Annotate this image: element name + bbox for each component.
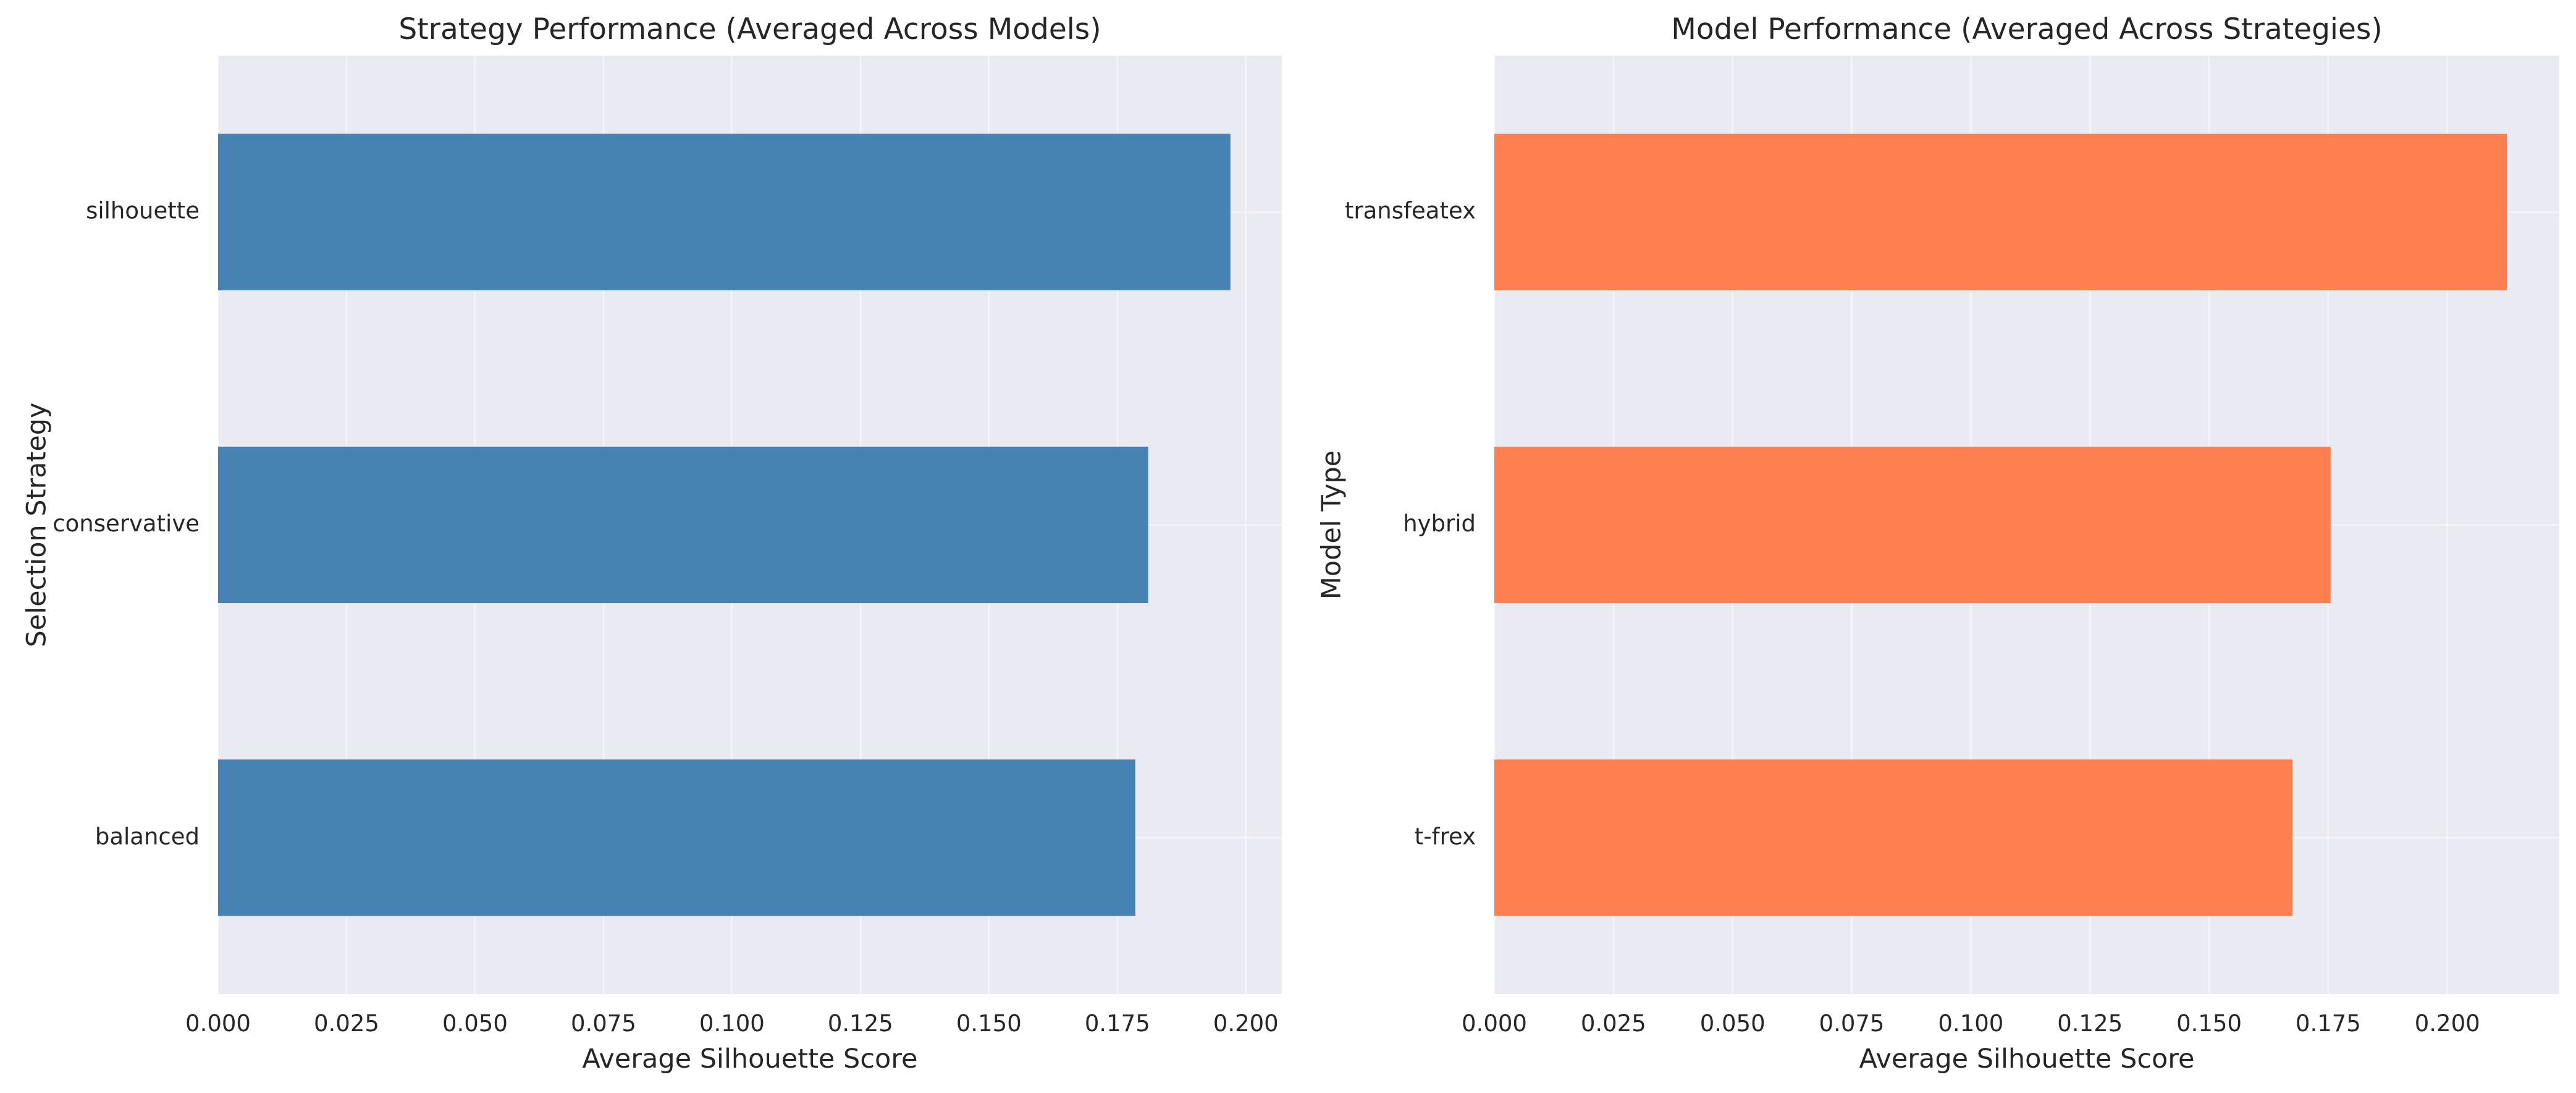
x-tick-label: 0.125	[2057, 1010, 2123, 1037]
bar-t-frex[interactable]	[1494, 759, 2292, 916]
x-tick-label: 0.000	[1462, 1010, 1527, 1037]
x-tick-label: 0.050	[1700, 1010, 1766, 1037]
y-tick-label: silhouette	[86, 198, 200, 224]
y-axis-label: Selection Strategy	[22, 402, 53, 647]
bar-conservative[interactable]	[218, 447, 1148, 603]
x-tick-label: 0.100	[1938, 1010, 2003, 1037]
x-axis-label: Average Silhouette Score	[1859, 1044, 2195, 1074]
x-tick-label: 0.150	[2176, 1010, 2242, 1037]
x-tick-label: 0.200	[1213, 1010, 1279, 1037]
x-tick-label: 0.125	[828, 1010, 893, 1037]
y-tick-label: conservative	[53, 510, 200, 537]
x-tick-label: 0.175	[1085, 1010, 1150, 1037]
y-tick-label: hybrid	[1403, 510, 1476, 537]
bar-hybrid[interactable]	[1494, 447, 2331, 603]
chart-title: Strategy Performance (Averaged Across Mo…	[398, 12, 1101, 46]
x-tick-label: 0.100	[699, 1010, 765, 1037]
x-tick-label: 0.075	[571, 1010, 636, 1037]
bar-silhouette[interactable]	[218, 134, 1231, 290]
chart-title: Model Performance (Averaged Across Strat…	[1671, 12, 2382, 46]
bar-balanced[interactable]	[218, 759, 1135, 916]
model-performance-panel: transfeatex hybrid t-frex 0.000 0.025 0.050 0.…	[1316, 12, 2560, 1074]
x-tick-label: 0.025	[314, 1010, 379, 1037]
y-tick-label: t-frex	[1415, 823, 1476, 850]
x-tick-label: 0.075	[1819, 1010, 1885, 1037]
x-tick-label: 0.000	[185, 1010, 251, 1037]
strategy-performance-panel: silhouette conservative balanced 0.000 0.025…	[22, 12, 1282, 1074]
y-tick-label: transfeatex	[1345, 198, 1476, 224]
x-tick-label: 0.050	[442, 1010, 508, 1037]
x-axis-label: Average Silhouette Score	[583, 1044, 918, 1074]
x-tick-label: 0.025	[1581, 1010, 1646, 1037]
x-tick-label: 0.175	[2296, 1010, 2361, 1037]
bar-transfeatex[interactable]	[1494, 134, 2507, 290]
x-tick-label: 0.150	[956, 1010, 1022, 1037]
y-tick-label: balanced	[95, 823, 200, 850]
x-tick-label: 0.200	[2415, 1010, 2480, 1037]
y-axis-label: Model Type	[1316, 450, 1347, 600]
